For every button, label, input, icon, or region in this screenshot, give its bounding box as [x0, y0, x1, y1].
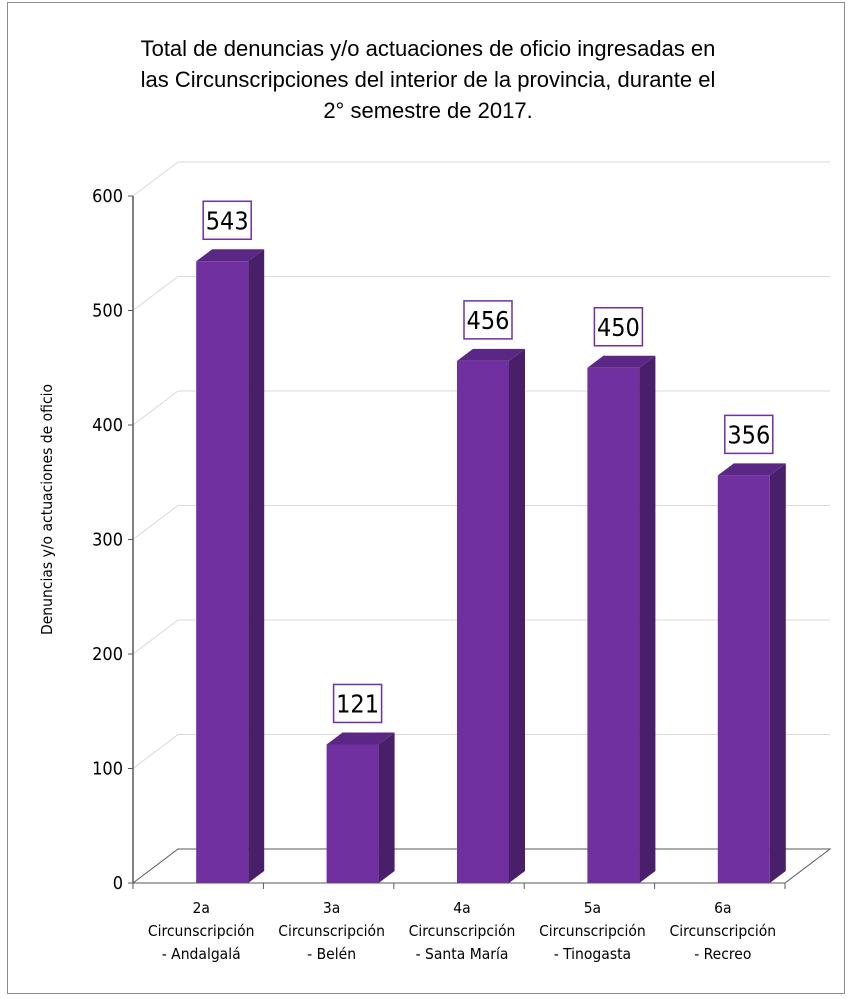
bar: [457, 348, 525, 883]
bars: [196, 249, 786, 883]
gridline-depth: [132, 619, 179, 655]
y-tick-label: 100: [92, 759, 123, 780]
x-tick-label: 5a: [584, 899, 601, 917]
x-tick-label: 4a: [453, 899, 470, 917]
bar-front: [326, 744, 379, 883]
y-tick-label: 0: [113, 873, 123, 894]
bar-top: [196, 249, 265, 262]
data-label-box: [724, 414, 774, 455]
x-tick-label: Circunscripción: [669, 922, 776, 940]
bar-top: [587, 355, 656, 368]
bar-front: [196, 261, 249, 883]
bar-front: [717, 475, 770, 883]
y-axis-title: Denuncias y/o actuaciones de oficio: [38, 384, 56, 635]
bar-top: [326, 732, 395, 745]
data-label-box: [593, 307, 644, 347]
gridline-depth: [132, 276, 179, 311]
x-tick-label: 6a: [714, 899, 731, 917]
chart-frame: Total de denuncias y/o actuaciones de of…: [7, 2, 845, 994]
bar-front: [457, 360, 509, 883]
y-tick-label: 200: [92, 644, 123, 665]
data-label: 456: [467, 306, 510, 335]
x-tick-label: Circunscripción: [148, 922, 255, 940]
chart-floor: [131, 848, 832, 884]
y-tick-label: 500: [92, 301, 123, 322]
gridline-depth: [132, 161, 179, 197]
y-tick-label: 300: [92, 530, 123, 551]
gridline-depth: [132, 734, 179, 769]
data-labels: 543 121 456 450 356: [202, 200, 774, 724]
bar-side: [509, 348, 525, 883]
data-label: 121: [336, 689, 379, 718]
bar-side: [248, 249, 265, 883]
bar-front: [587, 367, 640, 883]
bar-top: [717, 463, 786, 476]
chart-title: Total de denuncias y/o actuaciones de of…: [140, 36, 716, 123]
x-tick-label: Circunscripción: [539, 922, 646, 940]
gridline-depth: [132, 505, 179, 540]
y-tick-label: 600: [92, 186, 123, 207]
y-tick-label: 400: [92, 415, 123, 436]
axis-labels: 0 100 200 300 400 500 600 Denuncias y/o actuaci…: [38, 186, 776, 963]
x-tick-label: - Recreo: [694, 945, 751, 963]
data-label: 450: [597, 313, 640, 342]
x-tick-label: 2a: [192, 899, 209, 917]
x-tick-label: Circunscripción: [409, 922, 516, 940]
bar: [326, 732, 395, 883]
data-label-box: [332, 683, 383, 724]
data-label-box: [202, 200, 252, 241]
x-tick-label: - Santa María: [416, 945, 509, 963]
bar: [196, 249, 265, 883]
bar: [717, 463, 786, 883]
bar-side: [639, 355, 656, 883]
data-label: 356: [727, 420, 770, 449]
data-label-box: [463, 300, 513, 340]
gridline-depth: [132, 390, 179, 426]
x-tick-label: 3a: [323, 899, 340, 917]
data-label: 543: [206, 206, 249, 235]
x-tick-label: - Tinogasta: [554, 945, 631, 963]
bar-top: [457, 348, 525, 361]
x-tick-label: - Andalgalá: [162, 945, 241, 963]
bar-side: [769, 463, 786, 883]
x-tick-label: - Belén: [307, 945, 356, 963]
x-tick-label: Circunscripción: [278, 922, 385, 940]
bar-side: [378, 732, 395, 883]
axes: [128, 195, 832, 889]
bar: [587, 355, 656, 883]
